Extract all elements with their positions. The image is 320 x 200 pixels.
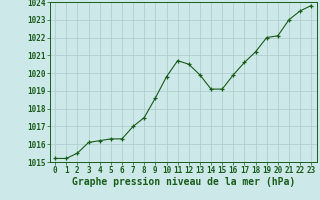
X-axis label: Graphe pression niveau de la mer (hPa): Graphe pression niveau de la mer (hPa) xyxy=(72,177,295,187)
